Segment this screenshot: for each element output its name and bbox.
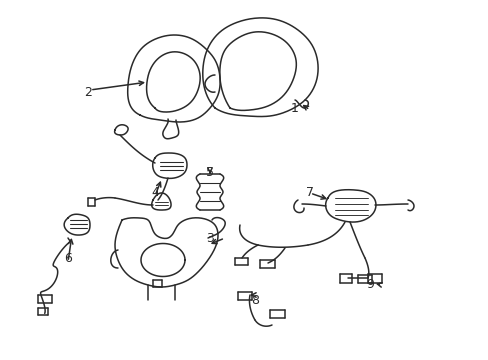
Text: 1: 1	[290, 102, 298, 114]
Text: 6: 6	[64, 252, 72, 265]
Text: 4: 4	[151, 185, 159, 198]
Text: 5: 5	[205, 166, 214, 179]
Text: 8: 8	[250, 293, 259, 306]
Text: 7: 7	[305, 185, 313, 198]
Text: 2: 2	[84, 85, 92, 99]
Text: 3: 3	[205, 231, 214, 244]
Text: 9: 9	[366, 279, 373, 292]
